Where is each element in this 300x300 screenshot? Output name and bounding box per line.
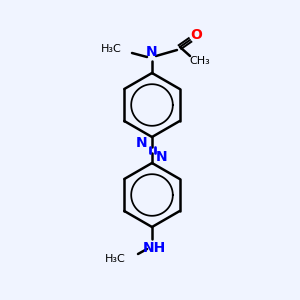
Text: N: N: [146, 45, 158, 59]
Text: N: N: [136, 136, 148, 150]
Text: H₃C: H₃C: [105, 254, 126, 264]
Text: H₃C: H₃C: [101, 44, 122, 54]
Text: CH₃: CH₃: [190, 56, 210, 66]
Text: NH: NH: [142, 241, 166, 255]
Text: O: O: [190, 28, 202, 42]
Text: N: N: [156, 150, 168, 164]
